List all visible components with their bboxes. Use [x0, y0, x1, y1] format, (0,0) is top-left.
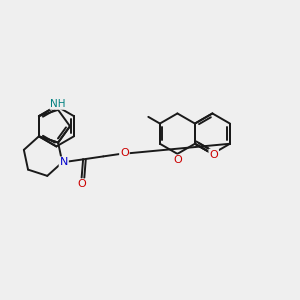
Text: O: O: [173, 155, 182, 165]
Text: O: O: [120, 148, 129, 158]
Text: O: O: [209, 150, 218, 160]
Text: N: N: [60, 157, 68, 167]
Text: NH: NH: [50, 99, 66, 109]
Text: O: O: [77, 179, 86, 189]
